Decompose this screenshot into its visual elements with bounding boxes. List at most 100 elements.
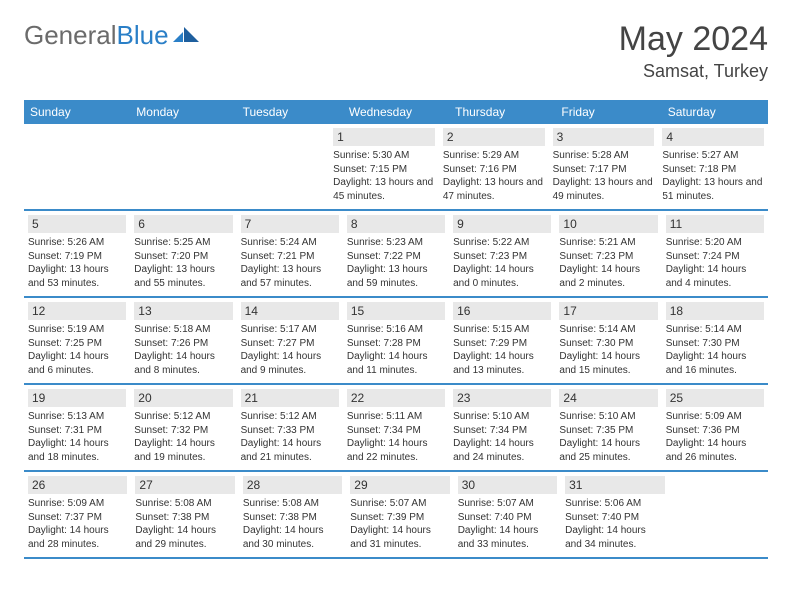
day-info: Sunrise: 5:12 AMSunset: 7:33 PMDaylight:… [241, 410, 339, 464]
day-number: 18 [666, 302, 764, 320]
day-number: 13 [134, 302, 232, 320]
empty-day-cell [669, 472, 768, 557]
day-info: Sunrise: 5:21 AMSunset: 7:23 PMDaylight:… [559, 236, 657, 290]
day-cell: 9 Sunrise: 5:22 AMSunset: 7:23 PMDaylight… [449, 211, 555, 296]
day-number: 23 [453, 389, 551, 407]
day-header-cell: Tuesday [237, 100, 343, 124]
day-cell: 28 Sunrise: 5:08 AMSunset: 7:38 PMDayligh… [239, 472, 346, 557]
day-number: 28 [243, 476, 342, 494]
day-cell: 19 Sunrise: 5:13 AMSunset: 7:31 PMDayligh… [24, 385, 130, 470]
day-number: 1 [333, 128, 435, 146]
logo: GeneralBlue [24, 20, 201, 51]
month-title: May 2024 [619, 20, 768, 59]
day-cell: 11 Sunrise: 5:20 AMSunset: 7:24 PMDayligh… [662, 211, 768, 296]
day-cell: 24 Sunrise: 5:10 AMSunset: 7:35 PMDayligh… [555, 385, 661, 470]
day-number: 21 [241, 389, 339, 407]
day-cell: 21 Sunrise: 5:12 AMSunset: 7:33 PMDayligh… [237, 385, 343, 470]
logo-text-2: Blue [117, 20, 169, 51]
day-info: Sunrise: 5:08 AMSunset: 7:38 PMDaylight:… [135, 497, 234, 551]
title-block: May 2024 Samsat, Turkey [619, 20, 768, 82]
day-cell: 2 Sunrise: 5:29 AMSunset: 7:16 PMDaylight… [439, 124, 549, 209]
day-cell: 25 Sunrise: 5:09 AMSunset: 7:36 PMDayligh… [662, 385, 768, 470]
day-info: Sunrise: 5:10 AMSunset: 7:34 PMDaylight:… [453, 410, 551, 464]
day-number: 17 [559, 302, 657, 320]
day-cell: 30 Sunrise: 5:07 AMSunset: 7:40 PMDayligh… [454, 472, 561, 557]
day-number: 30 [458, 476, 557, 494]
day-number: 6 [134, 215, 232, 233]
day-number: 16 [453, 302, 551, 320]
day-cell: 13 Sunrise: 5:18 AMSunset: 7:26 PMDayligh… [130, 298, 236, 383]
day-info: Sunrise: 5:20 AMSunset: 7:24 PMDaylight:… [666, 236, 764, 290]
day-info: Sunrise: 5:27 AMSunset: 7:18 PMDaylight:… [662, 149, 764, 203]
location-title: Samsat, Turkey [619, 61, 768, 82]
day-cell: 5 Sunrise: 5:26 AMSunset: 7:19 PMDaylight… [24, 211, 130, 296]
day-info: Sunrise: 5:06 AMSunset: 7:40 PMDaylight:… [565, 497, 664, 551]
day-number: 31 [565, 476, 664, 494]
logo-icon [173, 20, 201, 51]
day-cell: 27Sunrise: 5:08 AMSunset: 7:38 PMDayligh… [131, 472, 238, 557]
day-number: 7 [241, 215, 339, 233]
day-info: Sunrise: 5:07 AMSunset: 7:40 PMDaylight:… [458, 497, 557, 551]
day-info: Sunrise: 5:30 AMSunset: 7:15 PMDaylight:… [333, 149, 435, 203]
day-cell: 3Sunrise: 5:28 AMSunset: 7:17 PMDaylight… [549, 124, 659, 209]
day-cell: 1 Sunrise: 5:30 AMSunset: 7:15 PMDaylight… [329, 124, 439, 209]
day-cell: 12 Sunrise: 5:19 AMSunset: 7:25 PMDayligh… [24, 298, 130, 383]
empty-day-cell [227, 124, 329, 209]
day-cell: 31 Sunrise: 5:06 AMSunset: 7:40 PMDayligh… [561, 472, 668, 557]
day-info: Sunrise: 5:18 AMSunset: 7:26 PMDaylight:… [134, 323, 232, 377]
day-cell: 8Sunrise: 5:23 AMSunset: 7:22 PMDaylight… [343, 211, 449, 296]
day-info: Sunrise: 5:25 AMSunset: 7:20 PMDaylight:… [134, 236, 232, 290]
day-info: Sunrise: 5:24 AMSunset: 7:21 PMDaylight:… [241, 236, 339, 290]
day-cell: 7 Sunrise: 5:24 AMSunset: 7:21 PMDaylight… [237, 211, 343, 296]
day-cell: 4 Sunrise: 5:27 AMSunset: 7:18 PMDaylight… [658, 124, 768, 209]
day-info: Sunrise: 5:10 AMSunset: 7:35 PMDaylight:… [559, 410, 657, 464]
day-cell: 26Sunrise: 5:09 AMSunset: 7:37 PMDayligh… [24, 472, 131, 557]
day-header-cell: Sunday [24, 100, 130, 124]
day-number: 9 [453, 215, 551, 233]
day-cell: 23 Sunrise: 5:10 AMSunset: 7:34 PMDayligh… [449, 385, 555, 470]
day-number: 5 [28, 215, 126, 233]
day-cell: 17 Sunrise: 5:14 AMSunset: 7:30 PMDayligh… [555, 298, 661, 383]
day-header-cell: Thursday [449, 100, 555, 124]
day-info: Sunrise: 5:16 AMSunset: 7:28 PMDaylight:… [347, 323, 445, 377]
empty-day-cell [24, 124, 126, 209]
day-number: 8 [347, 215, 445, 233]
day-header-cell: Friday [555, 100, 661, 124]
day-number: 22 [347, 389, 445, 407]
week-row: 5 Sunrise: 5:26 AMSunset: 7:19 PMDaylight… [24, 211, 768, 298]
day-cell: 16 Sunrise: 5:15 AMSunset: 7:29 PMDayligh… [449, 298, 555, 383]
day-info: Sunrise: 5:15 AMSunset: 7:29 PMDaylight:… [453, 323, 551, 377]
day-info: Sunrise: 5:07 AMSunset: 7:39 PMDaylight:… [350, 497, 449, 551]
week-row: 1 Sunrise: 5:30 AMSunset: 7:15 PMDaylight… [24, 124, 768, 211]
day-info: Sunrise: 5:14 AMSunset: 7:30 PMDaylight:… [666, 323, 764, 377]
day-number: 11 [666, 215, 764, 233]
page-header: GeneralBlue May 2024 Samsat, Turkey [24, 20, 768, 82]
day-header-cell: Wednesday [343, 100, 449, 124]
day-cell: 10Sunrise: 5:21 AMSunset: 7:23 PMDayligh… [555, 211, 661, 296]
day-info: Sunrise: 5:08 AMSunset: 7:38 PMDaylight:… [243, 497, 342, 551]
day-number: 2 [443, 128, 545, 146]
empty-day-cell [126, 124, 228, 209]
day-number: 4 [662, 128, 764, 146]
day-info: Sunrise: 5:22 AMSunset: 7:23 PMDaylight:… [453, 236, 551, 290]
day-info: Sunrise: 5:14 AMSunset: 7:30 PMDaylight:… [559, 323, 657, 377]
day-info: Sunrise: 5:11 AMSunset: 7:34 PMDaylight:… [347, 410, 445, 464]
day-info: Sunrise: 5:13 AMSunset: 7:31 PMDaylight:… [28, 410, 126, 464]
day-number: 19 [28, 389, 126, 407]
day-number: 26 [28, 476, 127, 494]
day-info: Sunrise: 5:19 AMSunset: 7:25 PMDaylight:… [28, 323, 126, 377]
day-number: 24 [559, 389, 657, 407]
day-cell: 14Sunrise: 5:17 AMSunset: 7:27 PMDayligh… [237, 298, 343, 383]
day-info: Sunrise: 5:26 AMSunset: 7:19 PMDaylight:… [28, 236, 126, 290]
calendar: SundayMondayTuesdayWednesdayThursdayFrid… [24, 100, 768, 559]
day-number: 14 [241, 302, 339, 320]
week-row: 12 Sunrise: 5:19 AMSunset: 7:25 PMDayligh… [24, 298, 768, 385]
day-number: 12 [28, 302, 126, 320]
day-info: Sunrise: 5:09 AMSunset: 7:36 PMDaylight:… [666, 410, 764, 464]
day-header-cell: Monday [130, 100, 236, 124]
day-cell: 22 Sunrise: 5:11 AMSunset: 7:34 PMDayligh… [343, 385, 449, 470]
day-number: 29 [350, 476, 449, 494]
day-cell: 15Sunrise: 5:16 AMSunset: 7:28 PMDayligh… [343, 298, 449, 383]
day-number: 25 [666, 389, 764, 407]
day-info: Sunrise: 5:29 AMSunset: 7:16 PMDaylight:… [443, 149, 545, 203]
